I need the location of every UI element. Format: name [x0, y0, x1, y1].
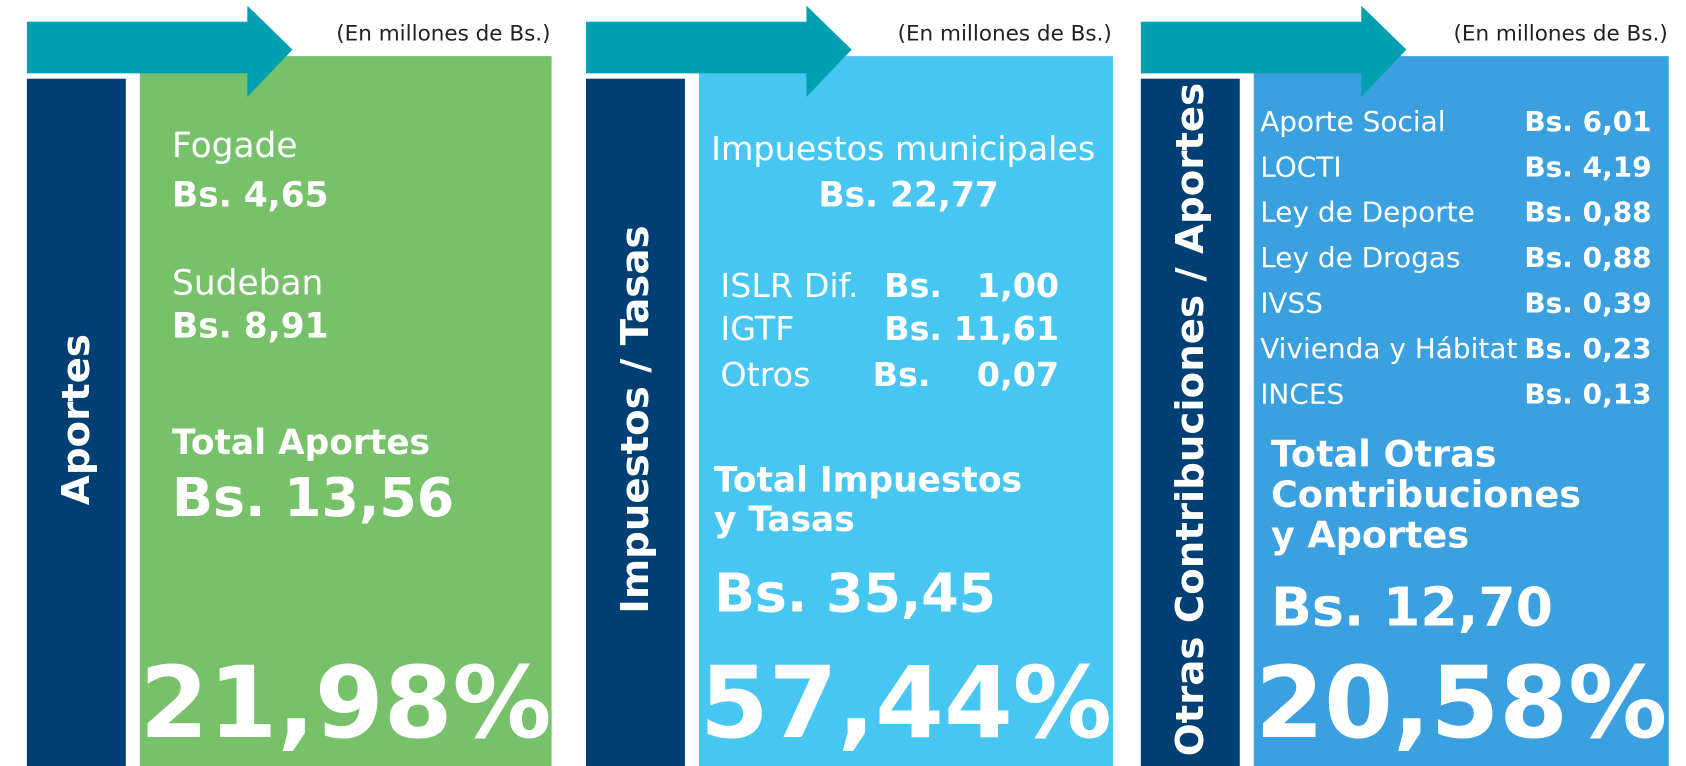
side-bar — [586, 78, 685, 766]
side-label: Aportes — [54, 334, 99, 505]
item-value: Bs. 0,13 — [1524, 378, 1651, 411]
item-value: Bs. 0,88 — [1524, 241, 1651, 274]
item-label: IGTF — [720, 309, 794, 348]
unit-note: (En millones de Bs.) — [898, 22, 1112, 47]
total-label: Total Otras — [1271, 433, 1497, 476]
item-value: Bs. 11,61 — [884, 309, 1059, 348]
total-label: Total Aportes — [172, 423, 430, 463]
panel-box — [1253, 56, 1669, 766]
total-value: Bs. 13,56 — [172, 466, 454, 529]
total-value: Bs. 35,45 — [714, 562, 996, 625]
unit-note: (En millones de Bs.) — [1453, 22, 1667, 47]
side-label: Impuestos / Tasas — [613, 226, 658, 614]
item-label: Vivienda y Hábitat — [1260, 332, 1517, 365]
item-value: Bs. 0,88 — [1524, 196, 1651, 229]
percent: 20,58% — [1255, 646, 1667, 761]
item-label: INCES — [1260, 378, 1344, 411]
item-label: LOCTI — [1260, 150, 1341, 183]
total-label: Contribuciones — [1271, 473, 1581, 516]
arrow — [1140, 5, 1407, 97]
item-value: Bs. 4,19 — [1524, 150, 1651, 183]
total-label: y Tasas — [714, 500, 855, 540]
arrow — [26, 5, 293, 97]
item-label: Ley de Drogas — [1260, 241, 1460, 274]
total-label: y Aportes — [1271, 513, 1469, 556]
arrow — [586, 5, 852, 97]
item-label: Otros — [720, 355, 810, 394]
item-value: Bs. 8,91 — [172, 307, 329, 347]
item-value: Bs. 22,77 — [818, 175, 999, 215]
item-label: Fogade — [172, 126, 298, 166]
total-label: Total Impuestos — [714, 460, 1022, 500]
unit-note: (En millones de Bs.) — [336, 22, 550, 47]
side-bar — [26, 78, 126, 766]
percent: 21,98% — [140, 646, 552, 761]
item-value: Bs. 6,01 — [1524, 105, 1651, 138]
item-value: Bs. 0,07 — [873, 355, 1060, 394]
panel-box — [139, 56, 552, 766]
item-label: Sudeban — [172, 264, 323, 304]
item-label: Aporte Social — [1260, 105, 1445, 138]
item-value: Bs. 1,00 — [884, 266, 1059, 305]
item-label: Ley de Deporte — [1260, 196, 1475, 229]
item-label: IVSS — [1260, 287, 1323, 320]
total-value: Bs. 12,70 — [1271, 576, 1553, 639]
item-value: Bs. 4,65 — [172, 175, 329, 215]
item-label: ISLR Dif. — [720, 266, 858, 305]
item-label: Impuestos municipales — [711, 129, 1095, 168]
side-bar — [1140, 78, 1240, 766]
item-value: Bs. 0,39 — [1524, 287, 1651, 320]
percent: 57,44% — [700, 646, 1112, 761]
panel-box — [698, 56, 1113, 766]
item-value: Bs. 0,23 — [1524, 332, 1651, 365]
side-label: Otras Contribuciones / Aportes — [1168, 83, 1213, 756]
